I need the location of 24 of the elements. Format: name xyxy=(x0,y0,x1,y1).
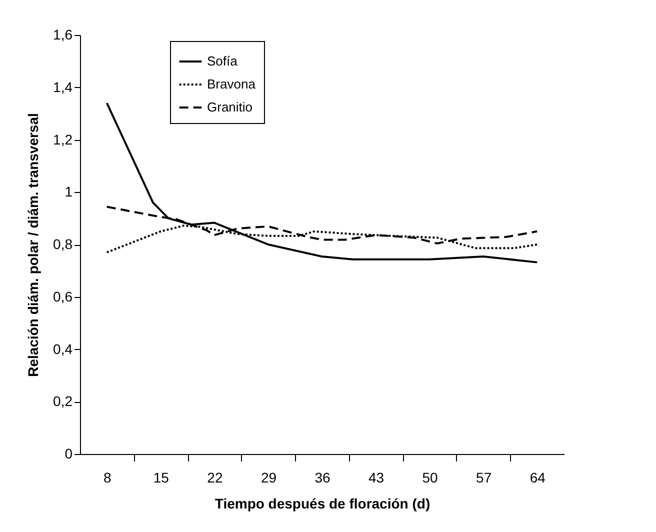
legend-label: Granitio xyxy=(207,100,253,114)
y-axis-title: Relación diám. polar / diám. transversal xyxy=(25,113,42,377)
y-tick-label: 1,2 xyxy=(53,131,73,148)
x-tick-label: 57 xyxy=(476,470,492,486)
y-tick-label: 0,6 xyxy=(53,288,73,304)
x-tick-label: 43 xyxy=(368,470,384,486)
x-tick-label: 36 xyxy=(314,470,330,486)
y-tick-label: 0,8 xyxy=(53,236,73,252)
legend-label: Sofía xyxy=(207,54,238,68)
y-tick-label: 1 xyxy=(64,184,73,200)
legend-label: Bravona xyxy=(207,76,256,92)
y-tick-label: 1,4 xyxy=(53,78,73,95)
y-tick-label: 0 xyxy=(64,446,73,462)
y-tick-label: 0,4 xyxy=(53,340,73,357)
x-tick-label: 64 xyxy=(530,470,546,486)
line-series xyxy=(106,102,538,264)
y-tick-label: 0,2 xyxy=(53,393,73,410)
x-tick-label: 29 xyxy=(260,470,277,486)
x-tick-label: 8 xyxy=(103,470,112,486)
x-tick-label: 22 xyxy=(207,470,223,486)
x-tick-label: 50 xyxy=(422,470,438,486)
x-tick-label: 15 xyxy=(153,470,170,486)
y-tick-label: 1,6 xyxy=(53,26,73,42)
x-axis-title: Tiempo después de floración (d) xyxy=(214,496,430,512)
